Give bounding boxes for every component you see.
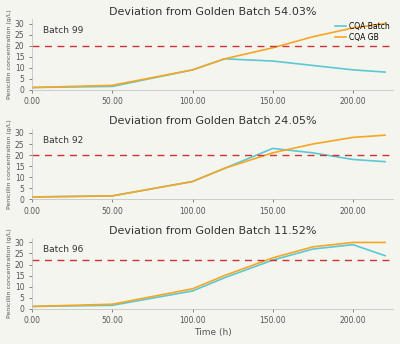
CQA GB bbox=[270, 46, 275, 50]
CQA GB bbox=[30, 195, 34, 199]
CQA Batch bbox=[270, 146, 275, 150]
CQA Batch bbox=[350, 243, 355, 247]
Y-axis label: Penicillin concentration (g/L): Penicillin concentration (g/L) bbox=[7, 119, 12, 209]
X-axis label: Time (h): Time (h) bbox=[194, 328, 232, 337]
CQA GB bbox=[383, 133, 388, 137]
CQA GB bbox=[190, 68, 195, 72]
CQA Batch bbox=[110, 194, 115, 198]
CQA GB bbox=[190, 180, 195, 184]
Text: Batch 96: Batch 96 bbox=[43, 245, 83, 254]
CQA GB bbox=[383, 21, 388, 25]
CQA Batch bbox=[270, 59, 275, 63]
CQA GB bbox=[110, 194, 115, 198]
CQA Batch bbox=[383, 254, 388, 258]
Title: Deviation from Golden Batch 11.52%: Deviation from Golden Batch 11.52% bbox=[109, 226, 316, 236]
CQA GB bbox=[350, 135, 355, 139]
CQA GB bbox=[222, 166, 227, 170]
Y-axis label: Penicillin concentration (g/L): Penicillin concentration (g/L) bbox=[7, 10, 12, 99]
CQA Batch bbox=[310, 151, 315, 155]
CQA Batch bbox=[190, 289, 195, 293]
Line: CQA Batch: CQA Batch bbox=[32, 148, 385, 197]
Text: Batch 99: Batch 99 bbox=[43, 26, 83, 35]
Text: Batch 92: Batch 92 bbox=[43, 136, 83, 144]
CQA Batch bbox=[270, 258, 275, 262]
CQA Batch bbox=[110, 303, 115, 308]
CQA Batch bbox=[110, 84, 115, 88]
Title: Deviation from Golden Batch 54.03%: Deviation from Golden Batch 54.03% bbox=[109, 7, 316, 17]
CQA Batch bbox=[222, 57, 227, 61]
CQA GB bbox=[270, 256, 275, 260]
CQA GB bbox=[383, 240, 388, 245]
Line: CQA Batch: CQA Batch bbox=[32, 59, 385, 87]
CQA Batch bbox=[222, 276, 227, 280]
CQA GB bbox=[30, 85, 34, 89]
CQA GB bbox=[350, 240, 355, 245]
Legend: CQA Batch, CQA GB: CQA Batch, CQA GB bbox=[333, 21, 392, 43]
CQA GB bbox=[310, 245, 315, 249]
CQA GB bbox=[110, 302, 115, 306]
CQA GB bbox=[222, 57, 227, 61]
Title: Deviation from Golden Batch 24.05%: Deviation from Golden Batch 24.05% bbox=[109, 116, 316, 126]
CQA GB bbox=[30, 304, 34, 309]
CQA Batch bbox=[222, 166, 227, 170]
CQA Batch bbox=[30, 304, 34, 309]
CQA Batch bbox=[383, 70, 388, 74]
CQA Batch bbox=[30, 195, 34, 199]
CQA Batch bbox=[310, 63, 315, 67]
CQA Batch bbox=[190, 68, 195, 72]
Line: CQA GB: CQA GB bbox=[32, 23, 385, 87]
CQA GB bbox=[222, 273, 227, 278]
Line: CQA GB: CQA GB bbox=[32, 243, 385, 307]
Y-axis label: Penicillin concentration (g/L): Penicillin concentration (g/L) bbox=[7, 228, 12, 318]
Line: CQA GB: CQA GB bbox=[32, 135, 385, 197]
CQA GB bbox=[110, 83, 115, 87]
CQA GB bbox=[310, 35, 315, 39]
CQA GB bbox=[350, 26, 355, 30]
Line: CQA Batch: CQA Batch bbox=[32, 245, 385, 307]
CQA Batch bbox=[383, 160, 388, 164]
CQA Batch bbox=[350, 68, 355, 72]
CQA GB bbox=[310, 142, 315, 146]
CQA Batch bbox=[30, 85, 34, 89]
CQA Batch bbox=[350, 158, 355, 162]
CQA GB bbox=[190, 287, 195, 291]
CQA Batch bbox=[190, 180, 195, 184]
CQA Batch bbox=[310, 247, 315, 251]
CQA GB bbox=[270, 151, 275, 155]
